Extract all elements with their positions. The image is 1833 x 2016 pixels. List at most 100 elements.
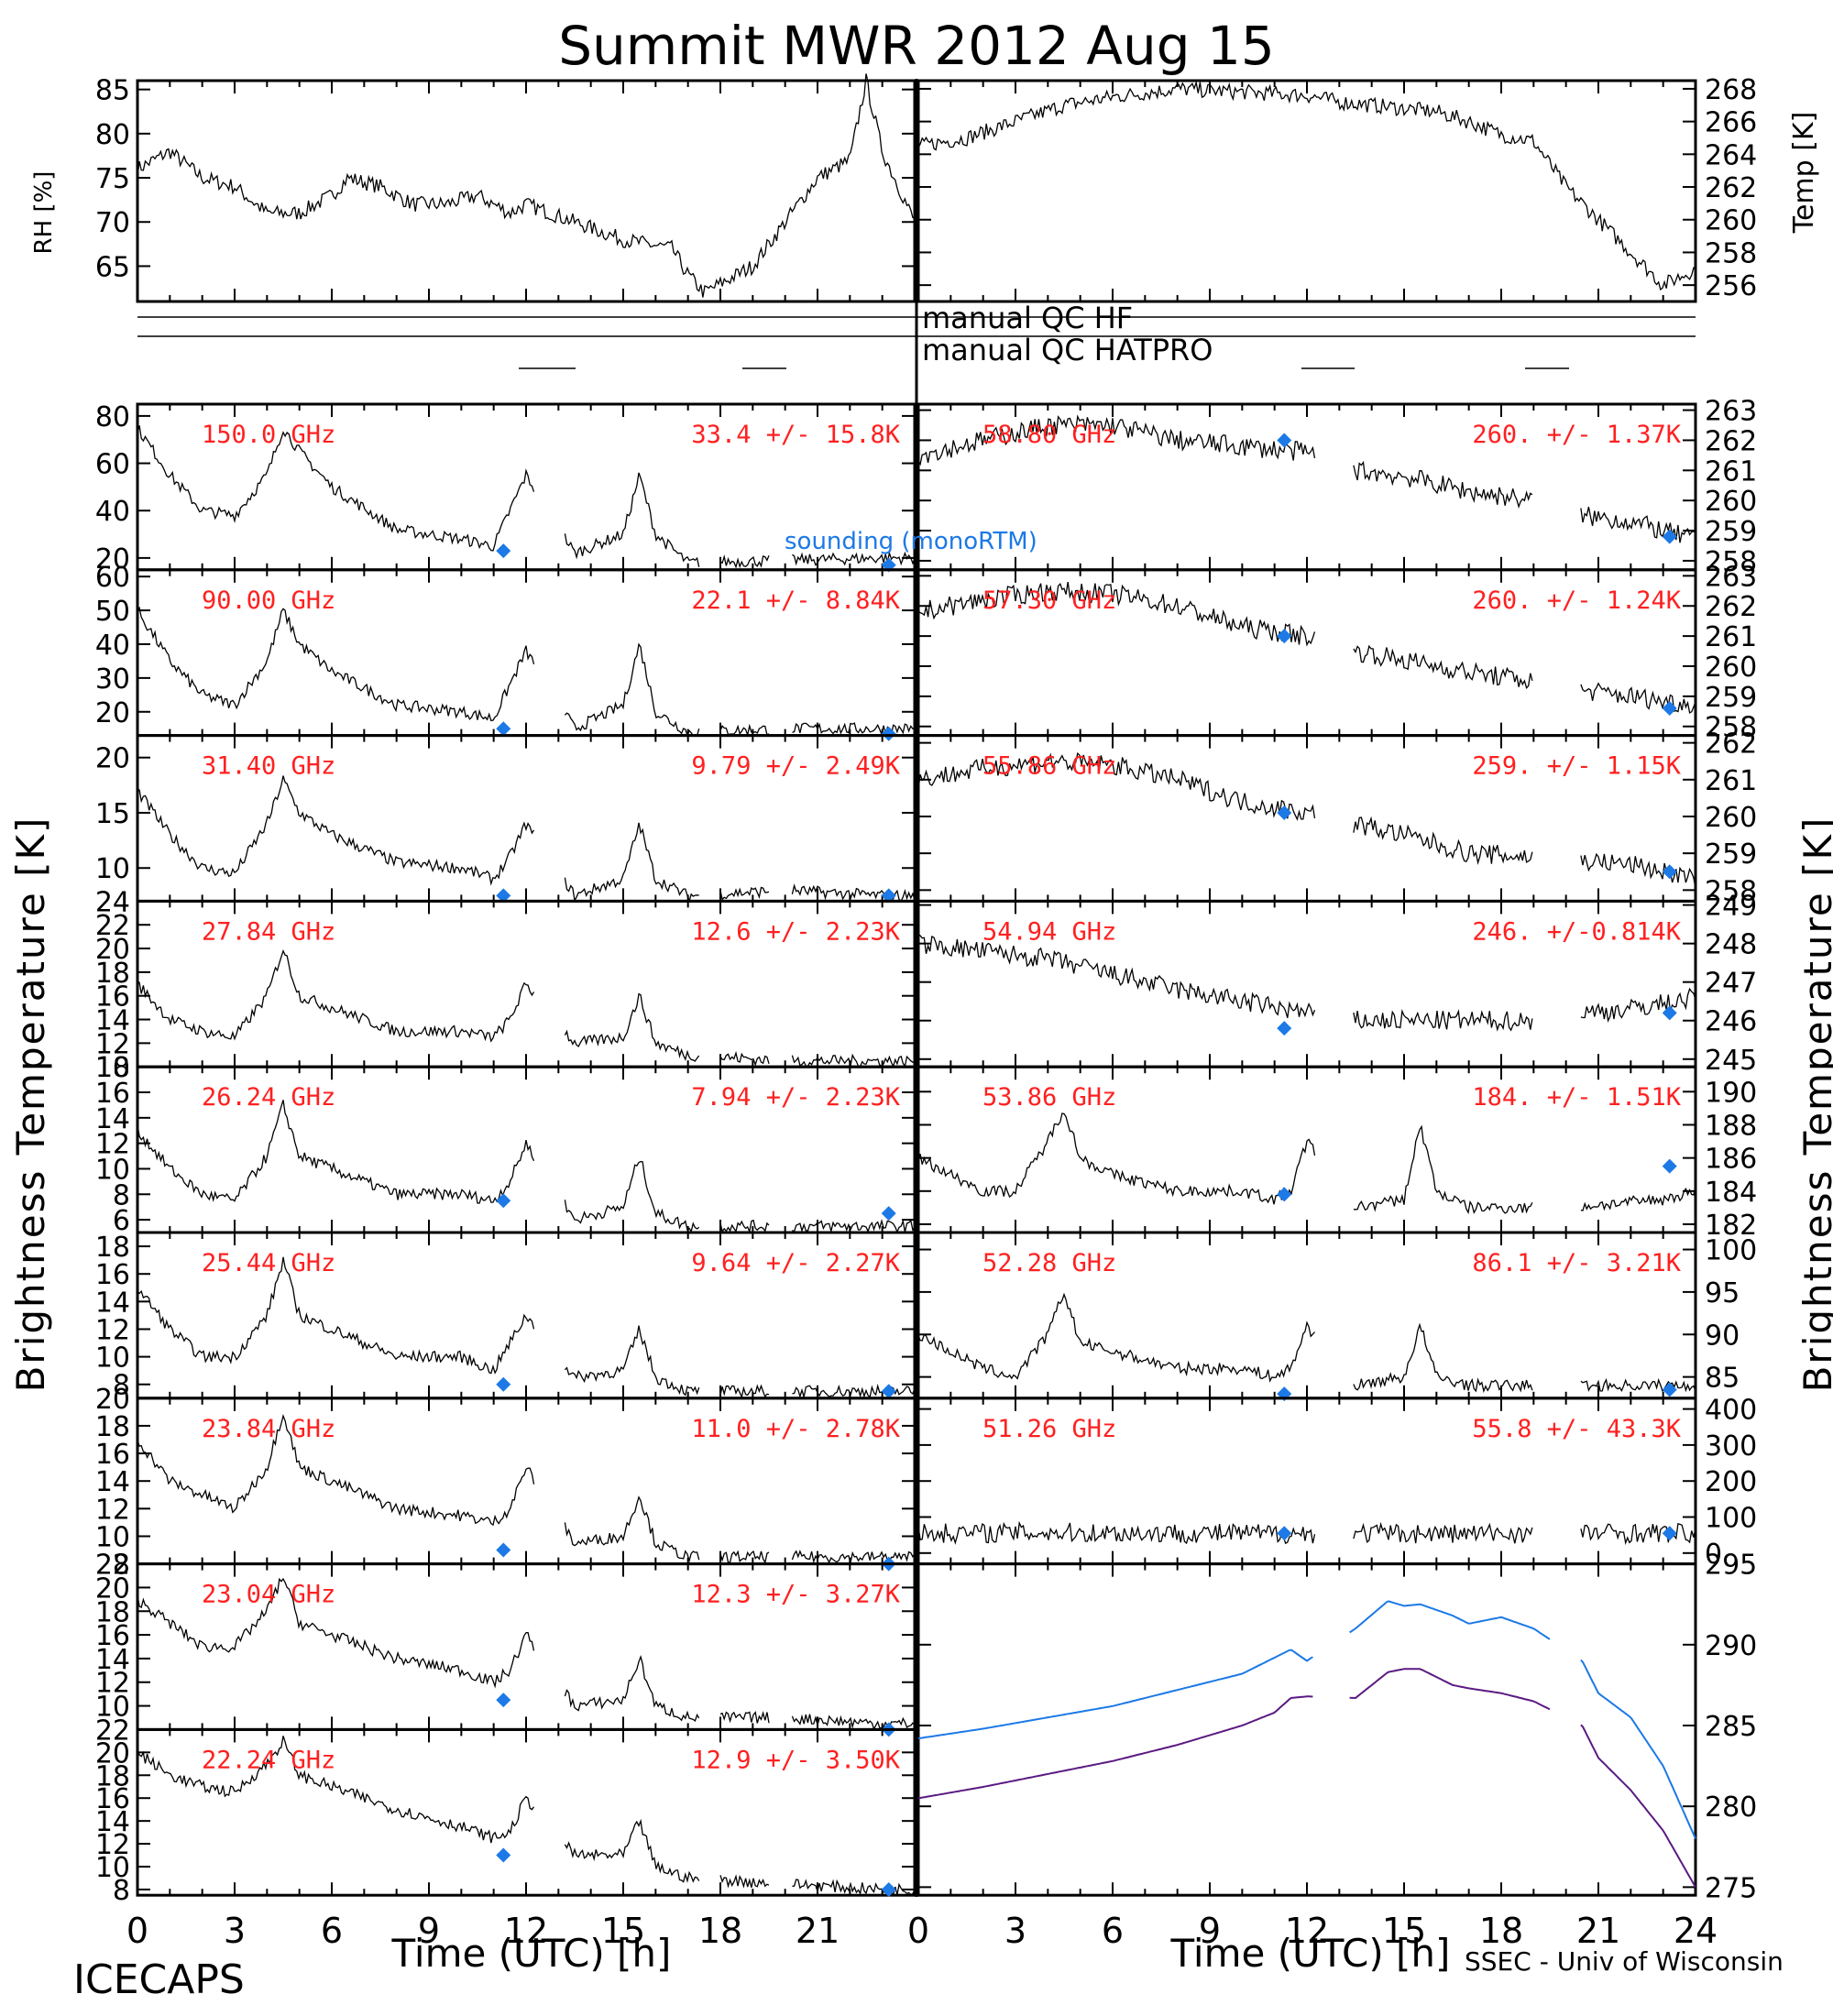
y-tick-label: 40 (95, 496, 130, 528)
frequency-label: 150.0 GHz (202, 421, 335, 449)
sounding-marker (496, 1193, 511, 1209)
x-tick-label: 15 (1382, 1911, 1426, 1951)
y-tick-label: 245 (1705, 1045, 1757, 1077)
sounding-marker (1277, 629, 1292, 644)
y-tick-label: 268 (1705, 74, 1757, 106)
plot-panels: 6570758085256258260262264266268204060801… (95, 73, 1757, 1951)
x-tick-label: 0 (907, 1911, 929, 1951)
series-line-data (564, 1325, 700, 1397)
series-line-data (1353, 1322, 1533, 1394)
x-tick-label: 3 (1004, 1911, 1026, 1951)
series-line-data (137, 1413, 535, 1527)
stat-label: 55.8 +/- 43.3K (1472, 1415, 1681, 1443)
y-tick-label: 258 (1705, 875, 1757, 907)
frequency-label: 25.44 GHz (202, 1249, 335, 1277)
series-line-data (917, 582, 1316, 647)
y-tick-label: 190 (1705, 1077, 1757, 1109)
y-tick-label: 259 (1705, 838, 1757, 871)
series-line-data (917, 1292, 1315, 1383)
temp-axis-label: Temp [K] (1788, 112, 1820, 235)
sounding-marker (1277, 433, 1292, 448)
y-tick-label: 6 (113, 1205, 130, 1237)
y-tick-label: 247 (1705, 968, 1757, 1000)
frequency-label: 57.30 GHz (982, 586, 1116, 615)
rh-axis-label: RH [%] (30, 171, 58, 255)
series-line-data (137, 1736, 535, 1844)
x-tick-label: 6 (321, 1911, 343, 1951)
frequency-label: 31.40 GHz (202, 752, 335, 781)
y-tick-label: 85 (95, 75, 130, 107)
x-tick-label: 9 (418, 1911, 440, 1951)
y-tick-label: 295 (1705, 1550, 1757, 1582)
y-tick-label: 10 (95, 1052, 130, 1084)
y-tick-label: 259 (1705, 682, 1757, 714)
sounding-marker (496, 1376, 511, 1392)
y-tick-label: 10 (95, 1692, 130, 1724)
x-tick-label: 12 (504, 1911, 548, 1951)
sounding-marker (1277, 1187, 1292, 1202)
y-tick-label: 258 (1705, 712, 1757, 744)
y-tick-label: 20 (95, 743, 130, 775)
stat-label: 260. +/- 1.37K (1472, 421, 1681, 449)
y-tick-label: 260 (1705, 652, 1757, 684)
y-tick-label: 24 (95, 886, 130, 918)
stat-label: 9.64 +/- 2.27K (691, 1249, 900, 1277)
series-line-blackbody-hf (917, 1695, 1313, 1800)
y-tick-label: 30 (95, 663, 130, 696)
series-line-data (719, 886, 770, 901)
y-tick-label: 10 (95, 853, 130, 885)
series-line-data (719, 1384, 770, 1399)
x-tick-label: 18 (698, 1911, 742, 1951)
series-line-data (564, 1655, 700, 1722)
y-tick-label: 95 (1705, 1277, 1740, 1309)
series-line-data (719, 1550, 770, 1565)
series-line-data (1580, 852, 1696, 889)
frequency-label: 51.26 GHz (982, 1415, 1116, 1443)
frequency-label: 27.84 GHz (202, 917, 335, 946)
y-tick-label: 16 (95, 1078, 130, 1110)
y-tick-label: 188 (1705, 1110, 1757, 1142)
y-tick-label: 18 (95, 1411, 130, 1443)
series-line-blackbody-hf (1580, 1724, 1696, 1888)
stat-label: 259. +/- 1.15K (1472, 752, 1681, 781)
y-tick-label: 262 (1705, 729, 1757, 761)
series-line-data (792, 722, 916, 737)
y-tick-label: 70 (95, 207, 130, 239)
y-tick-label: 8 (113, 1875, 130, 1907)
sounding-marker (881, 1384, 896, 1399)
series-line-data (1580, 1522, 1696, 1546)
series-line-data (137, 1577, 535, 1689)
y-tick-label: 20 (95, 543, 130, 575)
y-tick-label: 14 (95, 1806, 130, 1838)
y-tick-label: 8 (113, 1179, 130, 1211)
y-tick-label: 90 (1705, 1320, 1740, 1352)
sounding-marker (1277, 1526, 1292, 1541)
y-tick-label: 65 (95, 251, 130, 283)
y-tick-label: 256 (1705, 270, 1757, 302)
y-tick-label: 260 (1705, 486, 1757, 518)
x-axis-label-left: Time (UTC) [h] (391, 1931, 672, 1976)
sounding-marker (881, 726, 896, 741)
y-tick-label: 263 (1705, 396, 1757, 428)
series-line-data (1580, 1186, 1696, 1211)
y-tick-label: 16 (95, 1439, 130, 1471)
series-line-data (917, 80, 1696, 291)
stat-label: 22.1 +/- 8.84K (691, 586, 900, 615)
series-line-data (1580, 682, 1696, 714)
series-line-data (1580, 506, 1696, 543)
series-line-data (564, 992, 700, 1062)
qc-hf-label: manual QC HF (922, 301, 1133, 335)
panel-ch55_86: 258 259 260 261 262 55.86 GHz 259. +/- 1.15K (916, 729, 1757, 907)
series-line-data (1353, 460, 1533, 509)
series-line-data (564, 642, 700, 738)
y-tick-label: 249 (1705, 891, 1757, 923)
y-tick-label: 20 (95, 697, 130, 729)
stat-label: 246. +/-0.814K (1472, 917, 1681, 946)
x-tick-label: 12 (1285, 1911, 1329, 1951)
series-line-data (564, 1818, 700, 1883)
